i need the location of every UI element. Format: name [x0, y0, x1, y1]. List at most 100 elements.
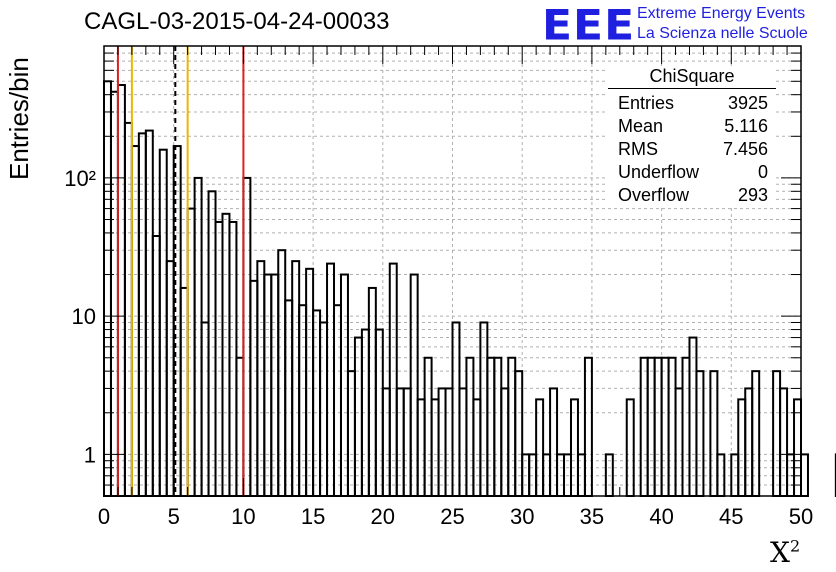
histogram-bin [737, 398, 747, 497]
histogram-bin [535, 398, 545, 497]
histogram-bin [381, 387, 391, 497]
histogram-bin [751, 370, 761, 497]
histogram-bin [305, 267, 315, 497]
y-tick-label: 10 [72, 304, 96, 329]
x-axis-label: X2 [770, 536, 800, 569]
histogram-bin [346, 370, 356, 497]
page-title: CAGL-03-2015-04-24-00033 [84, 8, 390, 35]
histogram-bin [646, 356, 656, 497]
stats-box: ChiSquare Entries 3925 Mean 5.116 RMS 7.456… [608, 66, 776, 207]
eee-logo: EEE [542, 1, 636, 50]
histogram-bin [430, 398, 440, 497]
histogram-bin [507, 356, 517, 497]
histogram-bin [353, 336, 363, 497]
histogram-bin [709, 370, 719, 497]
x-tick-label: 15 [301, 504, 325, 529]
stats-label: Overflow [618, 185, 690, 205]
histogram-bin [137, 132, 147, 497]
stats-value: 7.456 [722, 139, 768, 159]
histogram-bin [444, 387, 454, 497]
histogram-bin [207, 190, 217, 497]
stats-label: Entries [618, 93, 675, 113]
histogram-bin [688, 336, 698, 497]
stats-row: Entries 3925 [608, 92, 776, 115]
histogram-bin [103, 80, 112, 497]
histogram-bin [228, 220, 238, 497]
x-tick-label: 35 [580, 504, 604, 529]
histogram-bin [695, 370, 705, 497]
stats-label: Underflow [618, 162, 700, 182]
histogram-bin [681, 356, 691, 497]
x-axis-label-text: X [770, 536, 790, 569]
histogram-bin [569, 398, 579, 497]
histogram-bin [193, 176, 203, 497]
histogram-bin [144, 129, 154, 498]
histogram-bin [465, 356, 475, 497]
histogram-bin [339, 273, 349, 497]
histogram-bin [319, 321, 329, 497]
histogram-bin [179, 286, 189, 497]
brand-line-2: La Scienza nelle Scuole [637, 25, 808, 42]
histogram-bin [263, 273, 273, 497]
histogram-bin [660, 356, 670, 497]
stats-row: Mean 5.116 [608, 115, 776, 138]
stats-value: 0 [757, 162, 768, 182]
stats-value: 293 [737, 185, 768, 205]
histogram-bin [793, 398, 803, 497]
histogram-bin [549, 387, 559, 497]
histogram-bin [109, 90, 119, 497]
histogram-bin [416, 398, 426, 497]
reference-lines [116, 46, 245, 496]
histogram-bin [674, 387, 684, 497]
stats-row: RMS 7.456 [608, 138, 776, 161]
x-tick-label: 45 [719, 504, 743, 529]
brand-line-1: Extreme Energy Events [637, 5, 806, 22]
histogram-bin [395, 387, 405, 497]
histogram-bin [772, 370, 782, 497]
histogram-bin [221, 212, 231, 497]
histogram-bin [367, 286, 377, 497]
histogram-bin [116, 84, 126, 498]
histogram-bin [472, 398, 482, 497]
x-axis-label-superscript: 2 [789, 536, 801, 556]
histogram-bin [277, 249, 287, 497]
histogram-bin [667, 356, 677, 497]
x-tick-label: 0 [98, 504, 110, 529]
histogram-bin [242, 176, 252, 497]
histogram-bin [479, 321, 489, 497]
histogram-bin [653, 356, 663, 497]
x-tick-label: 30 [510, 504, 534, 529]
histogram-bin [437, 387, 447, 497]
histogram-bin [779, 387, 789, 497]
histogram-bin [514, 370, 524, 497]
x-tick-label: 25 [440, 504, 464, 529]
stats-value: 3925 [727, 93, 768, 113]
histogram-bin [458, 387, 468, 497]
histogram-bin [625, 398, 635, 497]
stats-row: Underflow 0 [608, 161, 776, 184]
histogram-bin [123, 121, 133, 498]
histogram-bin [200, 321, 210, 497]
x-tick-label: 50 [789, 504, 813, 529]
histogram-bin [744, 387, 754, 497]
stats-label: RMS [618, 139, 658, 159]
axis-ticks [103, 46, 802, 496]
y-tick-label: 10² [64, 166, 96, 191]
histogram-bin [639, 356, 649, 497]
stats-value: 5.116 [724, 116, 768, 136]
histogram-bin [235, 356, 245, 497]
y-axis-label: Entries/bin [4, 57, 34, 180]
histogram-bin [423, 356, 433, 497]
x-tick-label: 5 [168, 504, 180, 529]
x-tick-label: 10 [231, 504, 255, 529]
histogram-bin [493, 356, 503, 497]
histogram-bin [409, 273, 419, 497]
stats-title: ChiSquare [608, 66, 776, 89]
histogram-bin [130, 145, 140, 497]
histogram-bin [186, 207, 196, 497]
histogram-bin [270, 273, 280, 497]
stats-label: Mean [618, 116, 664, 136]
axis-tick-labels: 0 5 10 15 20 25 30 35 40 45 50 1 10 10² [64, 166, 813, 529]
x-tick-label: 20 [371, 504, 395, 529]
